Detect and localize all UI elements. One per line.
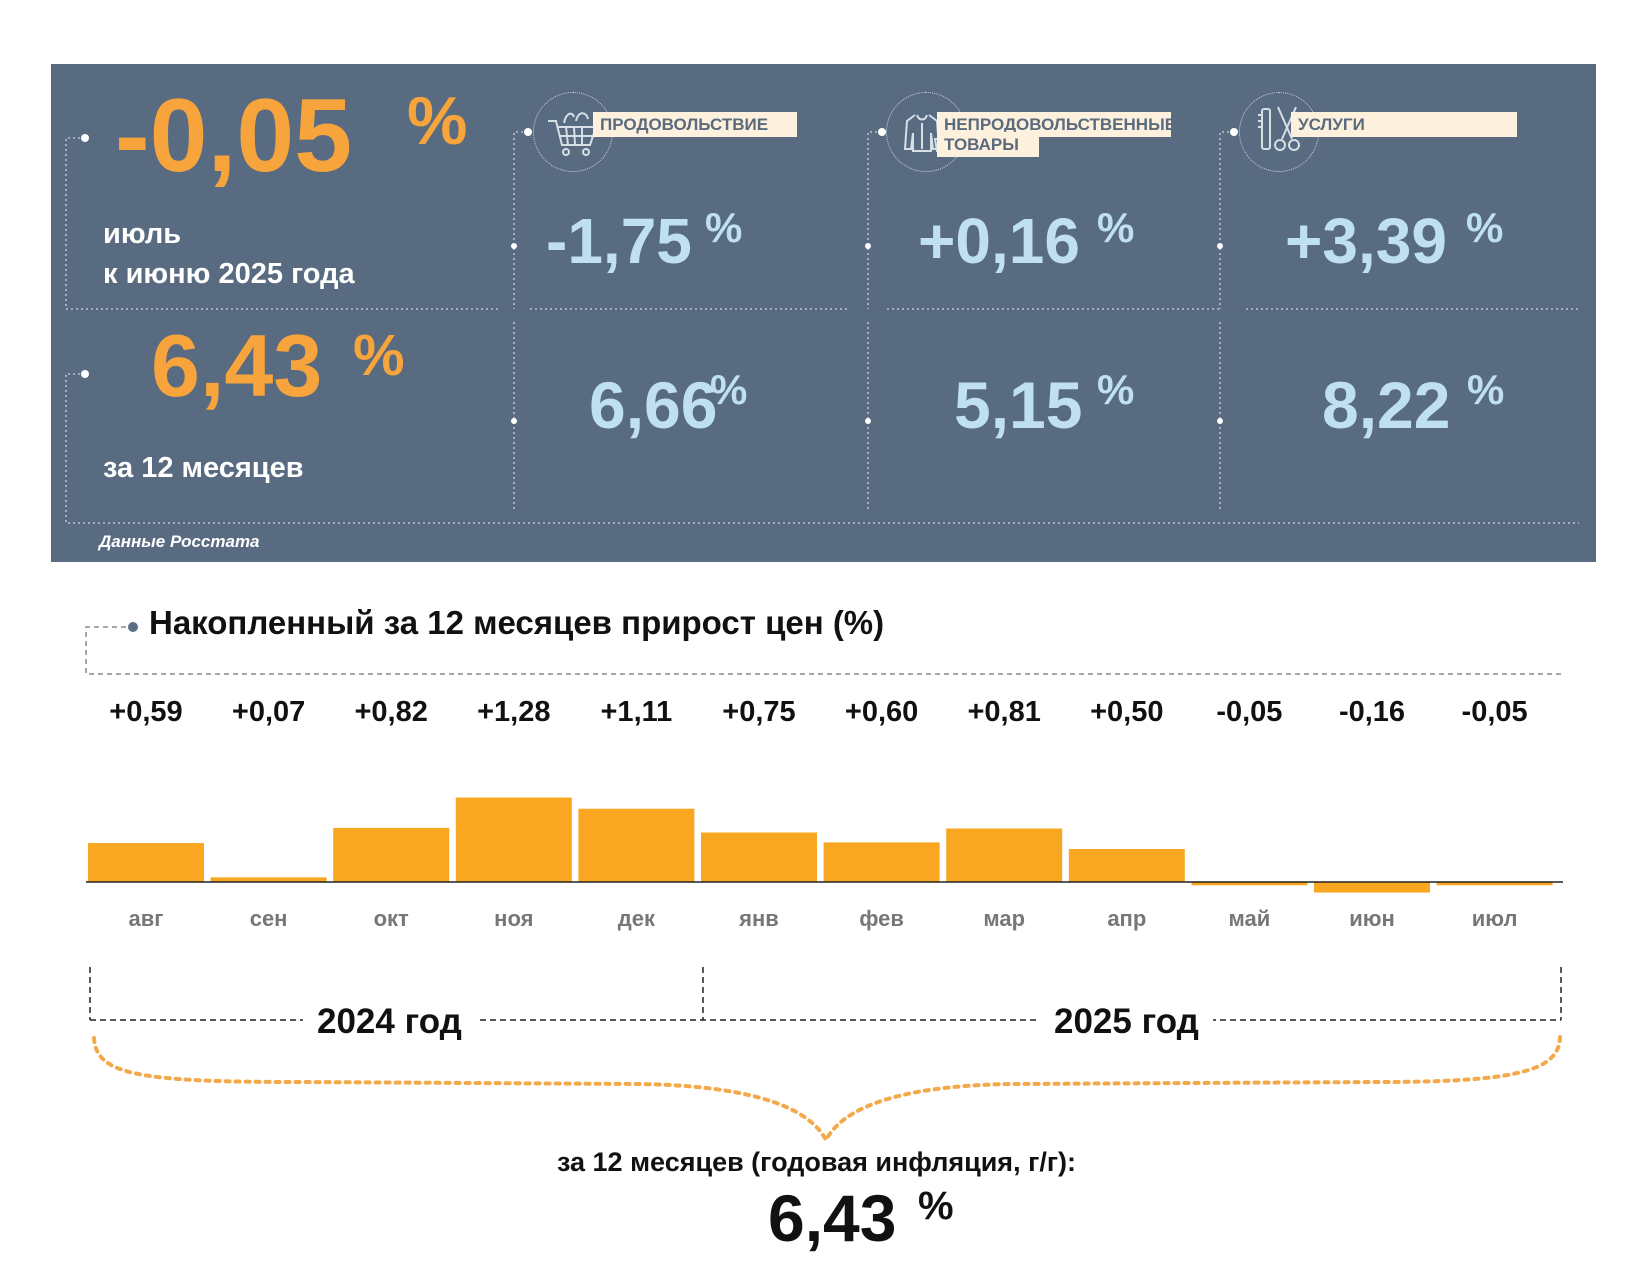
chart-title: Накопленный за 12 месяцев прирост цен (%… (149, 604, 885, 641)
services-year-value: 8,22 (1322, 368, 1451, 442)
month-label-май: май (1228, 906, 1271, 931)
bar-сен (210, 877, 327, 882)
bar-мар (946, 828, 1063, 882)
value-label-ноя: +1,28 (477, 696, 551, 728)
bar-янв (701, 832, 817, 882)
bar-ноя (455, 797, 572, 882)
value-label-июн: -0,16 (1338, 696, 1406, 728)
month-period-line1: июль (103, 218, 182, 250)
bar-окт (333, 827, 450, 882)
value-label-фев: +0,60 (844, 696, 919, 728)
bar-chart (86, 797, 1563, 893)
month-period-line2: к июню 2025 года (103, 258, 355, 290)
services-year-unit: % (1467, 366, 1505, 413)
value-label-дек: +1,11 (600, 696, 673, 728)
category-tag-food: ПРОДОВОЛЬСТВИЕ (593, 112, 797, 137)
panel-connectors (65, 128, 1579, 524)
month-change-value: -0,05 (115, 78, 353, 194)
month-change-unit: % (407, 83, 468, 159)
month-label-фев: фев (859, 906, 904, 931)
bar-фев (823, 842, 940, 882)
annual-unit: % (918, 1184, 954, 1228)
month-label-окт: окт (373, 906, 409, 931)
category-tag-services: УСЛУГИ (1291, 112, 1517, 137)
year-change-unit: % (353, 323, 405, 388)
value-label-апр: +0,50 (1090, 696, 1164, 728)
nonfood-year-unit: % (1097, 366, 1135, 413)
month-label-апр: апр (1107, 906, 1147, 931)
value-label-мар: +0,81 (967, 696, 1041, 728)
month-label-июл: июл (1471, 906, 1518, 931)
month-label-мар: мар (983, 906, 1026, 931)
nonfood-month-unit: % (1097, 204, 1135, 251)
value-label-янв: +0,75 (722, 696, 796, 728)
value-label-май: -0,05 (1216, 696, 1283, 728)
annual-value: 6,43 (768, 1181, 897, 1255)
month-label-янв: янв (739, 906, 779, 931)
month-label-сен: сен (249, 906, 288, 931)
summary-panel: -0,05 % июль к июню 2025 года 6,43 % за … (51, 64, 1596, 562)
annual-caption: за 12 месяцев (годовая инфляция, г/г): (556, 1147, 1077, 1177)
bar-авг (88, 843, 204, 882)
month-label-авг: авг (128, 906, 164, 931)
year-change-value: 6,43 (151, 316, 323, 415)
value-label-окт: +0,82 (354, 696, 428, 728)
bar-дек (578, 808, 695, 882)
month-label-июн: июн (1349, 906, 1395, 931)
value-label-июл: -0,05 (1461, 696, 1528, 728)
year-period: за 12 месяцев (103, 452, 304, 484)
services-month-unit: % (1466, 204, 1504, 251)
nonfood-month-value: +0,16 (918, 205, 1080, 277)
bar-июн (1314, 882, 1430, 893)
category-tag-nonfood-line2: ТОВАРЫ (937, 132, 1039, 157)
bar-апр (1068, 849, 1185, 882)
month-label-ноя: ноя (494, 906, 534, 931)
data-source: Данные Росстата (99, 532, 260, 551)
food-year-value: 6,66 (589, 368, 718, 442)
value-label-авг: +0,59 (109, 696, 183, 728)
nonfood-year-value: 5,15 (954, 368, 1083, 442)
year-label-2024: 2024 год (303, 1002, 476, 1042)
food-year-unit: % (710, 366, 748, 413)
food-month-value: -1,75 (546, 205, 692, 277)
month-label-дек: дек (617, 906, 655, 931)
food-month-unit: % (705, 204, 743, 251)
bar-июл (1436, 882, 1553, 886)
bar-май (1191, 882, 1308, 886)
value-label-сен: +0,07 (231, 696, 306, 728)
year-label-2025: 2025 год (1040, 1002, 1213, 1042)
services-month-value: +3,39 (1285, 205, 1447, 277)
